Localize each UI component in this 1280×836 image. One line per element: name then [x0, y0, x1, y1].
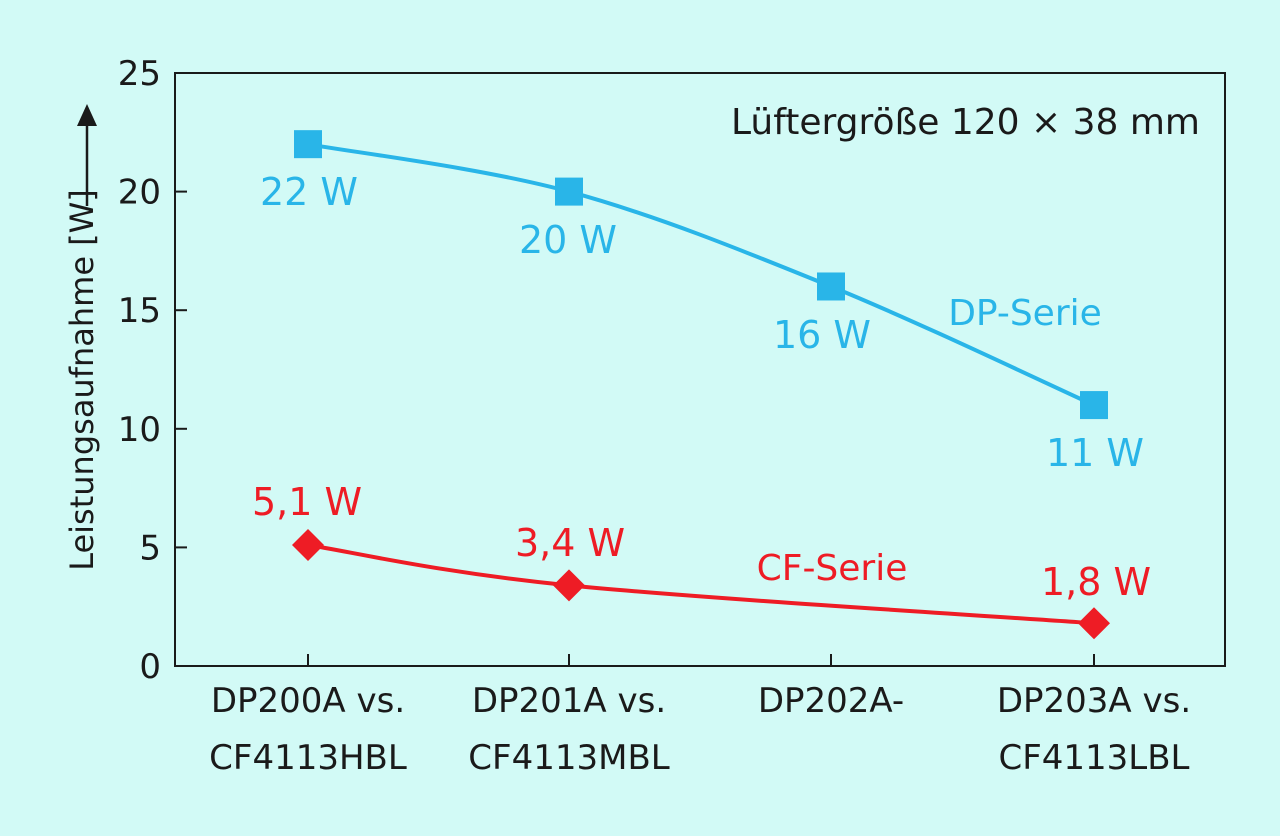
- series-0: 22 W 20 W 16 W 11 W DP-Serie: [260, 130, 1144, 475]
- y-tick-label: 10: [118, 410, 161, 450]
- x-category-label: CF4113MBL: [468, 738, 669, 778]
- x-category-label: DP203A vs.: [997, 681, 1191, 721]
- x-category-label: CF4113LBL: [998, 738, 1189, 778]
- data-label: 11 W: [1046, 431, 1144, 475]
- y-tick-label: 5: [139, 528, 161, 568]
- data-label: 20 W: [519, 218, 617, 262]
- x-category-label: DP200A vs.: [211, 681, 405, 721]
- plot-frame: [174, 72, 1226, 667]
- series-layer: 22 W 20 W 16 W 11 W DP-Serie 5,1 W 3,4 W 1,8 W C…: [252, 130, 1151, 640]
- y-axis-title: Leistungsaufnahme [W]: [63, 189, 101, 571]
- data-point-diamond: [292, 529, 324, 562]
- data-label: 1,8 W: [1041, 560, 1151, 604]
- data-label: 5,1 W: [252, 480, 362, 524]
- y-axis: 0 5 10 15 20 25: [118, 54, 187, 687]
- y-axis-title-group: Leistungsaufnahme [W]: [63, 104, 101, 571]
- y-tick-label: 0: [139, 647, 161, 687]
- data-point-diamond: [1078, 607, 1110, 640]
- data-point-square: [817, 272, 845, 301]
- x-category-label: DP202A-: [758, 681, 904, 721]
- series-name-label: CF-Serie: [757, 548, 908, 589]
- x-category-label: CF4113HBL: [209, 738, 407, 778]
- data-point-square: [1080, 391, 1108, 420]
- data-label: 16 W: [773, 313, 871, 357]
- data-label: 22 W: [260, 170, 358, 214]
- x-axis: DP200A vs. CF4113HBL DP201A vs. CF4113MBL DP…: [209, 654, 1191, 778]
- y-tick-label: 15: [118, 291, 161, 331]
- data-label: 3,4 W: [515, 521, 625, 565]
- series-line: [307, 142, 1095, 407]
- plot-border: [174, 72, 1226, 667]
- x-category-label: DP201A vs.: [472, 681, 666, 721]
- series-name-label: DP-Serie: [948, 293, 1102, 334]
- y-tick-label: 20: [118, 173, 161, 213]
- series-1: 5,1 W 3,4 W 1,8 W CF-Serie: [252, 480, 1151, 640]
- series-line: [307, 543, 1095, 626]
- data-point-square: [294, 130, 322, 159]
- fan-size-annotation: Lüftergröße 120 × 38 mm: [731, 102, 1200, 143]
- data-point-diamond: [553, 569, 585, 602]
- y-axis-arrow-head: [77, 104, 97, 126]
- data-point-square: [555, 177, 583, 206]
- y-tick-label: 25: [118, 54, 161, 94]
